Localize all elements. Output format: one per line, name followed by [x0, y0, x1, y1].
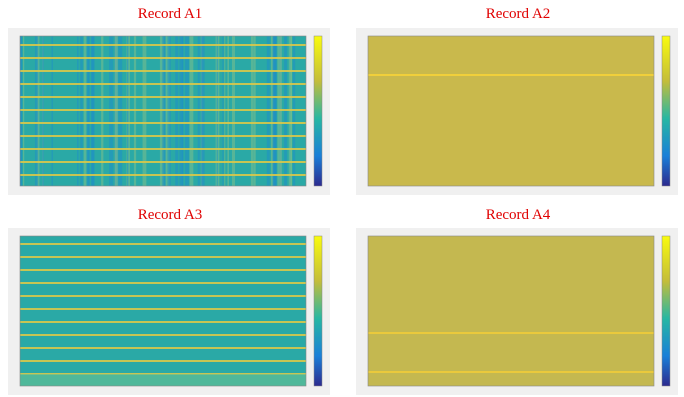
band — [20, 44, 306, 46]
band — [20, 148, 306, 150]
spectrogram — [368, 236, 654, 386]
panel-title: Record A2 — [486, 6, 551, 22]
band — [20, 347, 306, 349]
band — [20, 70, 306, 72]
spectrogram — [368, 36, 654, 186]
panel-title: Record A1 — [138, 6, 203, 22]
band — [20, 360, 306, 362]
band — [368, 371, 654, 373]
panel-title: Record A3 — [138, 207, 203, 223]
colorbar — [662, 236, 670, 386]
figure: Record A1 Record A2 Record A3 Record A4 — [0, 0, 684, 397]
band — [20, 282, 306, 284]
band — [20, 122, 306, 124]
band — [20, 83, 306, 85]
band — [368, 332, 654, 334]
band — [20, 256, 306, 258]
spectrogram — [20, 236, 306, 386]
band — [20, 334, 306, 336]
band — [20, 374, 306, 386]
colorbar — [662, 36, 670, 186]
band — [20, 161, 306, 163]
band — [20, 109, 306, 111]
band — [20, 57, 306, 59]
colorbar — [314, 236, 322, 386]
band — [20, 243, 306, 245]
band — [20, 96, 306, 98]
band — [20, 308, 306, 310]
band — [368, 74, 654, 76]
colorbar — [314, 36, 322, 186]
panel-title: Record A4 — [486, 207, 551, 223]
band — [20, 269, 306, 271]
band — [20, 321, 306, 323]
band — [20, 295, 306, 297]
band — [20, 174, 306, 176]
band — [20, 135, 306, 137]
